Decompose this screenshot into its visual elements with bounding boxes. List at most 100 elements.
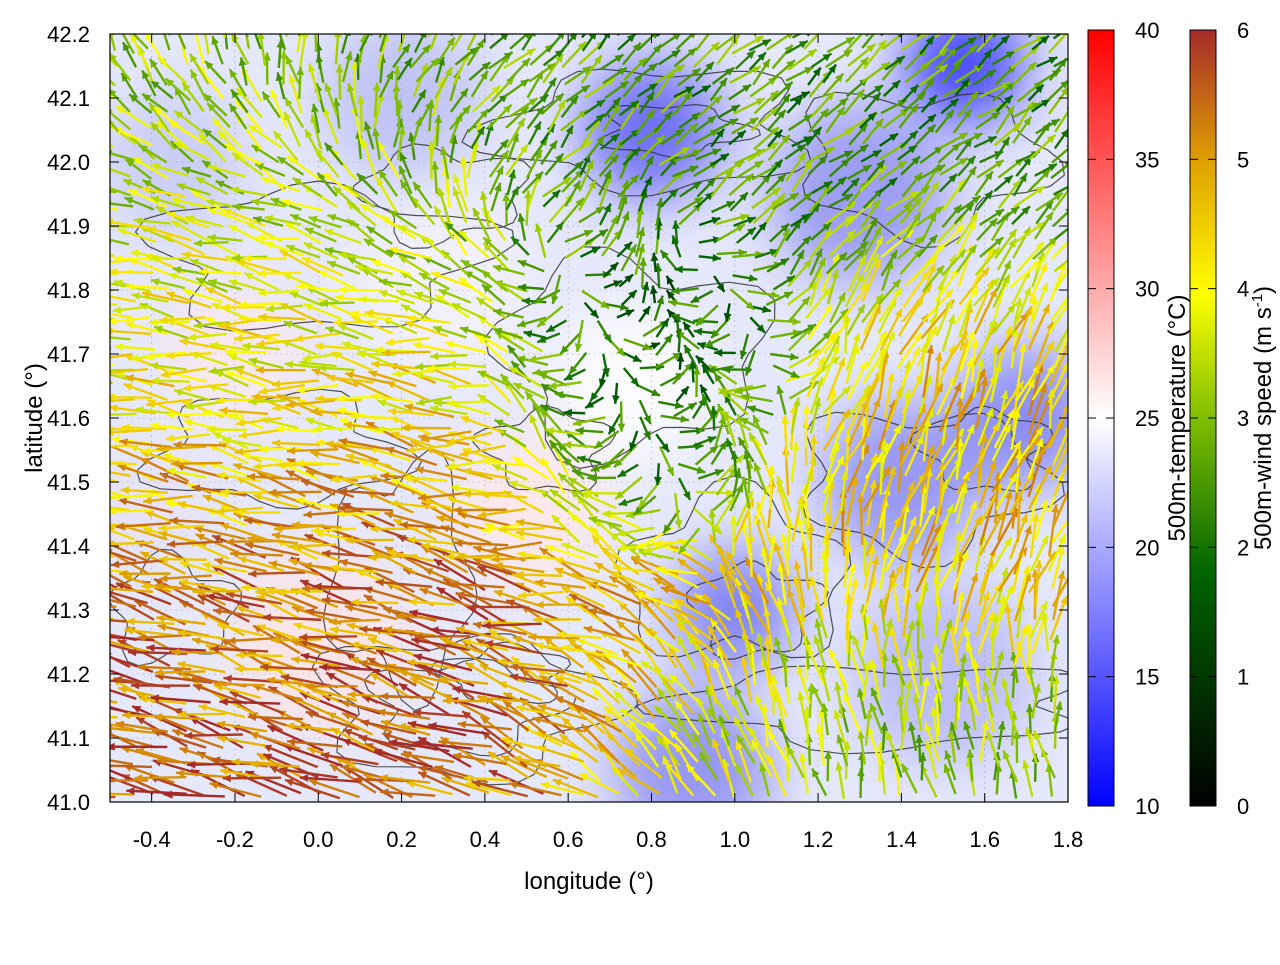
wind-vector-head [79, 753, 88, 761]
wind-vector-head [251, 23, 258, 32]
wind-vector-head [85, 523, 93, 531]
wind-vector-head [101, 369, 109, 377]
wind-vector [155, 10, 170, 36]
wind-vector [91, 463, 136, 465]
wind-vector-head [953, 25, 961, 34]
wind-vector-head [97, 279, 106, 287]
wind-vector-head [1070, 508, 1078, 517]
wind-vector-head [94, 633, 102, 641]
wind-vector-head [299, 5, 307, 14]
wind-vector [71, 245, 115, 256]
wind-vector-head [104, 327, 112, 335]
wind-vector-head [105, 428, 113, 436]
wind-vector-head [95, 333, 103, 341]
wind-vector-head [275, 23, 282, 32]
wind-vector-head [90, 61, 99, 69]
wind-vector-head [67, 330, 76, 337]
wind-vector-head [62, 440, 70, 448]
wind-vector-head [105, 218, 114, 226]
wind-vector [96, 765, 152, 767]
wind-vector [282, 0, 287, 36]
wind-vector-head [84, 717, 93, 725]
wind-vector-head [79, 627, 88, 635]
wind-vector-head [87, 68, 95, 77]
wind-vector-head [341, 3, 348, 12]
wind-vector-head [105, 18, 113, 27]
wind-vector [72, 330, 110, 336]
wind-vector-head [78, 640, 87, 647]
wind-vector-head [53, 644, 62, 652]
wind-vector-head [96, 762, 104, 770]
wind-vector-head [708, 25, 716, 34]
wind-vector [64, 560, 116, 588]
wind-vector-head [82, 123, 91, 131]
wind-vector-head [92, 40, 101, 49]
wind-vector-head [437, 16, 444, 25]
wind-vector [64, 522, 114, 528]
wind-vector-head [98, 222, 106, 230]
wind-vector-head [101, 3, 108, 12]
wind-vector [361, 4, 362, 34]
wind-vector-head [60, 755, 69, 763]
wind-vector-head [91, 459, 99, 467]
wind-vector [248, 572, 305, 574]
wind-vector-head [83, 185, 92, 193]
wind-vector-head [233, 10, 240, 19]
wind-vector-head [89, 308, 98, 316]
wind-vector-head [311, 19, 319, 27]
wind-vector-head [64, 560, 73, 568]
wind-vector [87, 68, 113, 98]
wind-vector-head [66, 456, 74, 464]
wind-vector-head [159, 21, 167, 30]
wind-vector [391, 5, 405, 34]
wind-vector-head [88, 398, 96, 406]
wind-vector-head [64, 560, 73, 567]
wind-vector-head [102, 521, 110, 529]
wind-vector-head [91, 259, 99, 267]
wind-vector [223, 778, 281, 779]
wind-vector-head [70, 387, 79, 395]
wind-vector-head [104, 725, 113, 733]
wind-vector-head [91, 663, 100, 670]
wind-vector-head [78, 757, 87, 764]
wind-vector-head [454, 11, 461, 20]
wind-vector-head [176, 25, 184, 34]
wind-vector [60, 758, 112, 767]
wind-vector-head [98, 411, 106, 419]
wind-vector [189, 3, 210, 35]
wind-vector [63, 562, 111, 573]
wind-vector-head [75, 314, 83, 322]
wind-vector-head [96, 163, 105, 170]
wind-vector-head [189, 3, 197, 12]
wind-vector [140, 5, 154, 34]
wind-vector-head [221, 22, 229, 30]
wind-vector-head [77, 634, 86, 642]
wind-vector-head [872, 26, 880, 35]
wind-vector [214, 0, 225, 38]
wind-vector-head [96, 235, 105, 243]
wind-vector-head [77, 198, 86, 206]
wind-vector-head [92, 586, 101, 594]
wind-vector-head [424, 0, 431, 9]
temperature-patch [551, 306, 711, 466]
wind-vector [66, 460, 113, 464]
wind-vector-head [99, 184, 108, 191]
wind-vector-head [89, 702, 98, 710]
wind-vector-head [261, 0, 269, 7]
wind-vector-head [312, 0, 320, 4]
wind-vector-head [64, 705, 73, 713]
wind-vector-head [398, 5, 405, 14]
wind-vector-head [73, 522, 82, 529]
wind-vector [65, 370, 113, 383]
wind-vector-head [64, 520, 73, 528]
wind-vector-head [170, 3, 177, 12]
wind-vector [70, 389, 111, 399]
wind-vector-head [65, 647, 74, 654]
wind-vector-head [436, 1, 443, 10]
wind-vector-head [72, 142, 81, 149]
wind-vector [98, 414, 136, 415]
wind-vector-head [70, 712, 78, 720]
wind-vector-head [334, 29, 342, 37]
wind-vector [299, 636, 357, 637]
